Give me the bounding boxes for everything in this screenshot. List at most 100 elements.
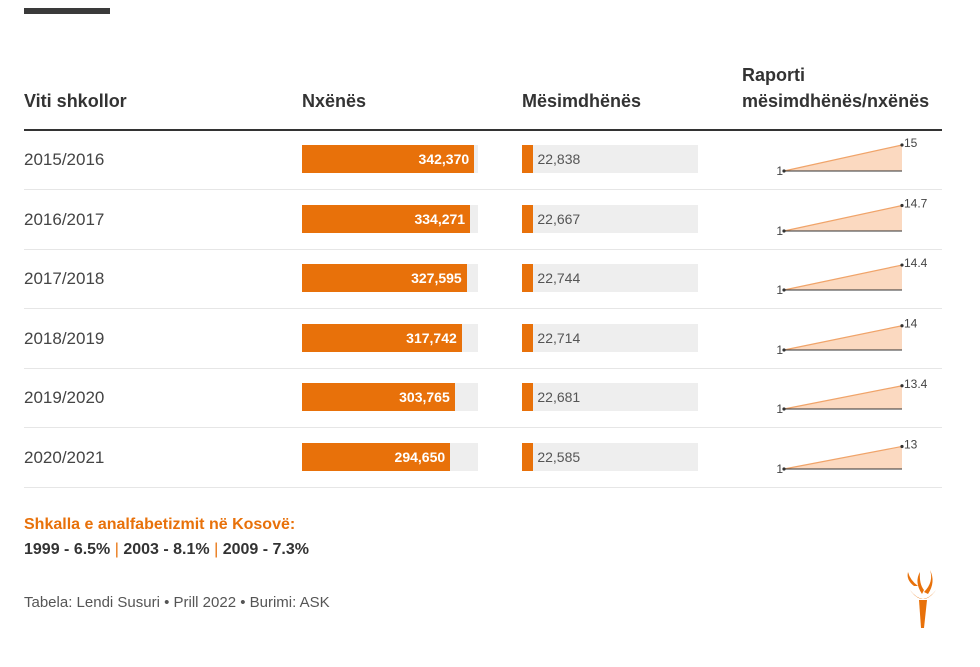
year-cell: 2018/2019 — [24, 328, 105, 348]
ratio-end-label: 15 — [904, 136, 918, 150]
teachers-bar — [522, 383, 534, 411]
year-cell: 2017/2018 — [24, 269, 105, 288]
ratio-end-dot — [900, 203, 904, 207]
ratio-end-label: 14 — [904, 316, 918, 330]
ratio-start-label: 1 — [776, 343, 783, 357]
teachers-bar-track: 22,714 — [522, 323, 698, 352]
year-cell: 2015/2016 — [24, 150, 105, 169]
ratio-sparkline: 1 15 — [776, 136, 918, 178]
teachers-bar — [522, 323, 534, 352]
students-bar — [302, 383, 455, 411]
rferl-torch-logo-icon — [907, 570, 936, 628]
ratio-line — [783, 144, 903, 172]
table-row: 2018/2019 317,742 22,714 1 14 — [24, 309, 942, 369]
top-rule — [24, 8, 110, 14]
students-value: 342,370 — [418, 151, 470, 167]
students-value: 334,271 — [414, 210, 466, 227]
students-bar — [302, 323, 462, 352]
ratio-end-label: 14.4 — [904, 256, 928, 270]
students-bar-track: 294,650 — [302, 442, 478, 471]
note-item-2003: 2003 - 8.1% — [123, 541, 210, 558]
students-bar — [302, 204, 471, 233]
ratio-start-label: 1 — [776, 402, 783, 416]
header-year: Viti shkollor — [24, 91, 127, 111]
table-row: 2020/2021 294,650 22,585 1 13 — [24, 428, 942, 488]
ratio-start-label: 1 — [776, 283, 783, 297]
students-value: 294,650 — [394, 448, 446, 465]
students-bar-track: 342,370 — [302, 145, 478, 173]
teachers-value: 22,838 — [537, 151, 581, 167]
students-bar-track: 317,742 — [302, 323, 478, 352]
ratio-end-label: 13 — [904, 437, 918, 451]
students-value: 317,742 — [406, 329, 457, 346]
header-ratio-line1: Raporti — [742, 65, 805, 85]
students-bar-track: 327,595 — [302, 264, 478, 292]
ratio-sparkline: 114.7 — [776, 196, 928, 238]
teachers-bar — [522, 264, 534, 292]
teachers-bar — [522, 204, 534, 233]
year-cell: 2019/2020 — [24, 388, 105, 407]
ratio-start-dot — [782, 288, 786, 292]
teachers-bar-track: 22,838 — [522, 145, 698, 173]
students-value: 303,765 — [399, 389, 450, 405]
ratio-start-dot — [782, 169, 786, 173]
header-ratio-line2: mësimdhënës/nxënës — [742, 91, 930, 111]
note-title: Shkalla e analfabetizmit në Kosovë: — [24, 516, 296, 533]
ratio-line — [783, 264, 903, 291]
students-bar-track: 334,271 — [302, 204, 478, 233]
header-divider — [24, 129, 942, 131]
source-credit: Tabela: Lendi Susuri • Prill 2022 • Buri… — [24, 594, 330, 611]
ratio-sparkline: 114.4 — [776, 256, 928, 297]
ratio-start-dot — [782, 407, 786, 411]
table-row: 2015/2016 342,370 22,838 1 15 — [24, 130, 942, 190]
note-item-1999: 1999 - 6.5% — [24, 541, 111, 558]
ratio-sparkline: 1 14 — [776, 316, 918, 357]
ratio-start-dot — [782, 228, 786, 233]
note-values: 1999 - 6.5% | 2003 - 8.1% | 2009 - 7.3% — [24, 541, 309, 559]
note-separator: | — [114, 541, 119, 558]
ratio-sparkline: 113.4 — [776, 377, 928, 416]
teachers-bar-track: 22,585 — [522, 442, 698, 471]
ratio-start-dot — [782, 466, 786, 471]
teachers-bar-track: 22,744 — [522, 264, 698, 292]
table-row: 2019/2020 303,765 22,681 1 13.4 — [24, 368, 942, 428]
ratio-line — [783, 385, 903, 410]
header-students: Nxënës — [302, 91, 367, 111]
teachers-value: 22,714 — [537, 329, 581, 346]
ratio-start-label: 1 — [776, 224, 783, 238]
ratio-end-label: 13.4 — [904, 377, 928, 391]
ratio-end-dot — [900, 263, 904, 267]
ratio-end-dot — [900, 323, 904, 327]
ratio-end-label: 14.7 — [904, 196, 928, 210]
teachers-bar — [522, 442, 534, 471]
ratio-end-dot — [900, 384, 904, 388]
teachers-bar — [522, 145, 534, 173]
note-item-2009: 2009 - 7.3% — [222, 541, 309, 558]
teachers-bar-track: 22,681 — [522, 383, 698, 411]
ratio-start-label: 1 — [776, 462, 783, 476]
ratio-end-dot — [900, 143, 904, 147]
students-bar-track: 303,765 — [302, 383, 478, 411]
ratio-end-dot — [900, 444, 904, 448]
teachers-bar-track: 22,667 — [522, 204, 698, 233]
ratio-start-label: 1 — [776, 164, 783, 178]
ratio-line — [783, 204, 903, 232]
table-row: 2016/2017 334,271 22,667 1 14.7 — [24, 190, 942, 250]
teachers-value: 22,585 — [537, 448, 581, 465]
ratio-line — [783, 324, 903, 351]
ratio-sparkline: 1 13 — [776, 437, 918, 476]
ratio-line — [783, 445, 903, 470]
header-teachers: Mësimdhënës — [522, 91, 642, 111]
teachers-value: 22,744 — [537, 270, 581, 286]
year-cell: 2020/2021 — [24, 447, 105, 467]
students-bar — [302, 145, 475, 173]
ratio-start-dot — [782, 347, 786, 352]
students-bar — [302, 264, 467, 292]
teachers-value: 22,667 — [537, 210, 581, 227]
teachers-value: 22,681 — [537, 389, 581, 405]
students-bar — [302, 442, 451, 471]
students-value: 327,595 — [411, 270, 462, 286]
year-cell: 2016/2017 — [24, 209, 105, 229]
table-row: 2017/2018 327,595 22,744 1 14.4 — [24, 249, 942, 309]
note-separator: | — [214, 541, 219, 558]
